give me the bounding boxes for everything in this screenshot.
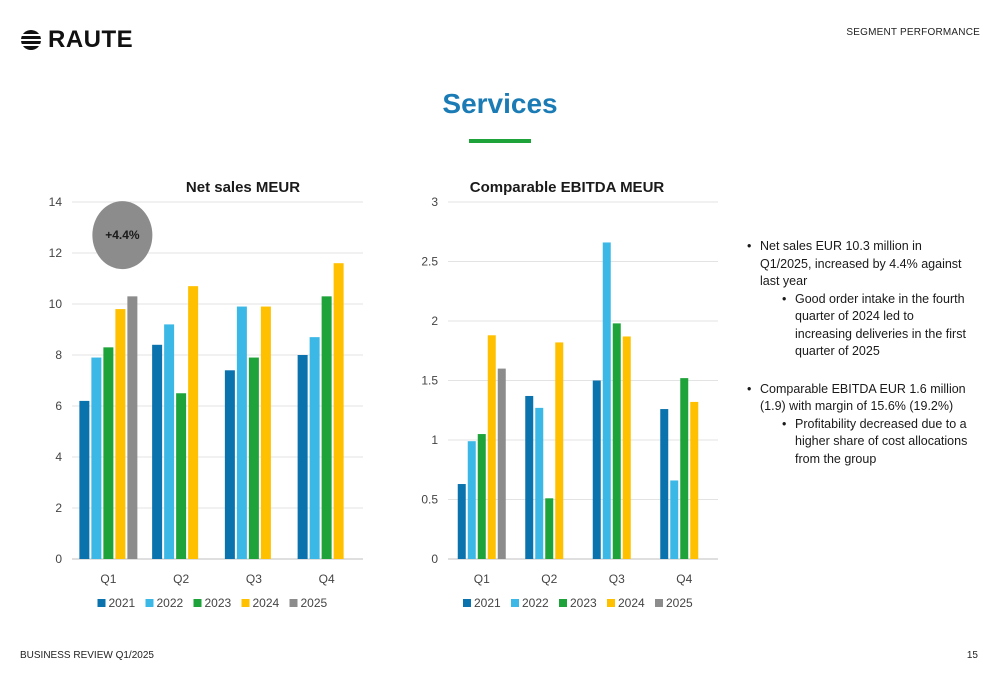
legend-label: 2025 [666, 596, 693, 610]
page-number: 15 [966, 650, 978, 661]
footer-text: BUSINESS REVIEW Q1/2025 [20, 650, 154, 661]
bar-q2-2023 [176, 393, 187, 559]
x-tick-label: Q1 [474, 572, 490, 586]
legend-swatch [241, 599, 250, 607]
y-tick-label: 14 [49, 195, 63, 209]
legend-label: 2024 [253, 596, 280, 610]
bullet-net-sales: Net sales EUR 10.3 million in Q1/2025, i… [745, 238, 970, 361]
y-tick-label: 6 [55, 399, 62, 413]
sub-bullet: Good order intake in the fourth quarter … [760, 291, 970, 361]
globe-icon [20, 30, 42, 50]
bar-q4-2024 [333, 263, 344, 559]
legend-label: 2021 [109, 596, 136, 610]
y-tick-label: 10 [49, 297, 63, 311]
bar-q1-2025 [127, 296, 138, 559]
bar-q2-2022 [535, 407, 544, 559]
bar-q1-2022 [467, 441, 476, 559]
y-tick-label: 1.5 [421, 374, 438, 388]
legend-swatch [145, 599, 154, 607]
bar-q2-2021 [525, 395, 534, 559]
bar-q4-2021 [297, 355, 308, 559]
bar-q4-2023 [680, 378, 689, 559]
legend-label: 2021 [474, 596, 501, 610]
y-tick-label: 0 [431, 552, 438, 566]
legend-label: 2023 [570, 596, 597, 610]
bullet-text: Net sales EUR 10.3 million in Q1/2025, i… [760, 239, 962, 288]
bar-q3-2021 [592, 380, 601, 559]
logo-text: RAUTE [48, 26, 134, 53]
bar-q1-2023 [103, 347, 114, 559]
bar-q3-2024 [260, 306, 271, 559]
raute-logo: RAUTE [20, 26, 133, 54]
x-tick-label: Q2 [541, 572, 557, 586]
y-tick-label: 2 [431, 314, 438, 328]
bar-q2-2024 [555, 342, 564, 559]
section-label: SEGMENT PERFORMANCE [846, 27, 980, 38]
growth-badge-label: +4.4% [105, 228, 140, 242]
y-tick-label: 2 [55, 501, 62, 515]
bar-q1-2021 [457, 484, 466, 559]
bar-q1-2023 [477, 434, 486, 559]
bar-q4-2021 [660, 409, 669, 559]
legend-swatch [193, 599, 202, 607]
bar-q4-2024 [690, 401, 699, 559]
bar-q3-2024 [622, 336, 631, 559]
legend-swatch [511, 599, 519, 607]
bar-q2-2022 [164, 324, 175, 559]
x-tick-label: Q2 [173, 572, 189, 586]
bar-q2-2021 [152, 344, 163, 559]
bar-q3-2023 [612, 323, 621, 559]
chart-title: Comparable EBITDA MEUR [470, 179, 665, 196]
chart-title: Net sales MEUR [186, 179, 300, 196]
legend-label: 2025 [301, 596, 328, 610]
bar-q1-2021 [79, 400, 90, 559]
bar-q3-2022 [602, 242, 611, 559]
bar-q3-2021 [224, 370, 235, 559]
legend-label: 2022 [157, 596, 184, 610]
x-tick-label: Q3 [609, 572, 625, 586]
bar-q1-2022 [91, 357, 102, 559]
bullet-ebitda: Comparable EBITDA EUR 1.6 million (1.9) … [745, 381, 970, 469]
bullet-text: Comparable EBITDA EUR 1.6 million (1.9) … [760, 381, 966, 414]
y-tick-label: 4 [55, 450, 62, 464]
y-tick-label: 2.5 [421, 255, 438, 269]
legend-swatch [289, 599, 298, 607]
bar-q2-2024 [188, 286, 199, 559]
legend-swatch [559, 599, 567, 607]
bullet-list: Net sales EUR 10.3 million in Q1/2025, i… [745, 238, 970, 488]
y-tick-label: 8 [55, 348, 62, 362]
bar-q1-2024 [487, 335, 496, 559]
growth-badge [92, 201, 153, 270]
y-tick-label: 12 [49, 246, 63, 260]
bar-q2-2023 [545, 498, 554, 559]
bar-q3-2022 [236, 306, 247, 559]
x-tick-label: Q4 [676, 572, 692, 586]
x-tick-label: Q4 [319, 572, 335, 586]
bar-q4-2022 [670, 480, 679, 559]
page-title: Services [442, 88, 558, 119]
bar-q1-2025 [497, 368, 506, 559]
bar-q3-2023 [248, 357, 259, 559]
net-sales-chart: Net sales MEUR 0 2 4 6 8 10 12 14 Q1 Q2 Q3 Q4 2021 202… [49, 179, 363, 610]
legend-label: 2024 [618, 596, 645, 610]
bar-q1-2024 [115, 309, 126, 559]
y-tick-label: 0.5 [421, 493, 438, 507]
y-tick-label: 0 [55, 552, 62, 566]
legend-label: 2023 [205, 596, 232, 610]
legend-swatch [655, 599, 663, 607]
y-tick-label: 3 [431, 195, 438, 209]
bar-q4-2023 [321, 296, 332, 559]
legend-swatch [607, 599, 615, 607]
legend-swatch [97, 599, 106, 607]
x-tick-label: Q1 [100, 572, 116, 586]
title-underline [469, 139, 531, 143]
ebitda-chart: Comparable EBITDA MEUR 0 0.5 1 1.5 2 2.5 3 Q1 Q2 Q… [421, 179, 718, 610]
x-tick-label: Q3 [246, 572, 262, 586]
bar-q4-2022 [309, 337, 320, 559]
legend-label: 2022 [522, 596, 549, 610]
sub-bullet: Profitability decreased due to a higher … [760, 416, 970, 469]
y-tick-label: 1 [431, 433, 438, 447]
legend-swatch [463, 599, 471, 607]
